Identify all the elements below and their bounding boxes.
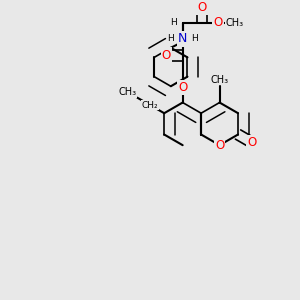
Text: H: H [191,34,198,43]
Text: H: H [170,18,177,27]
Text: O: O [215,139,224,152]
Text: O: O [197,1,206,14]
Text: O: O [162,49,171,62]
Text: CH₃: CH₃ [225,18,244,28]
Text: CH₃: CH₃ [118,87,136,97]
Text: O: O [178,81,187,94]
Text: CH₂: CH₂ [142,100,158,109]
Text: O: O [248,136,257,149]
Text: CH₃: CH₃ [211,75,229,85]
Text: O: O [214,16,223,29]
Text: H: H [167,34,174,43]
Text: N: N [178,32,187,45]
